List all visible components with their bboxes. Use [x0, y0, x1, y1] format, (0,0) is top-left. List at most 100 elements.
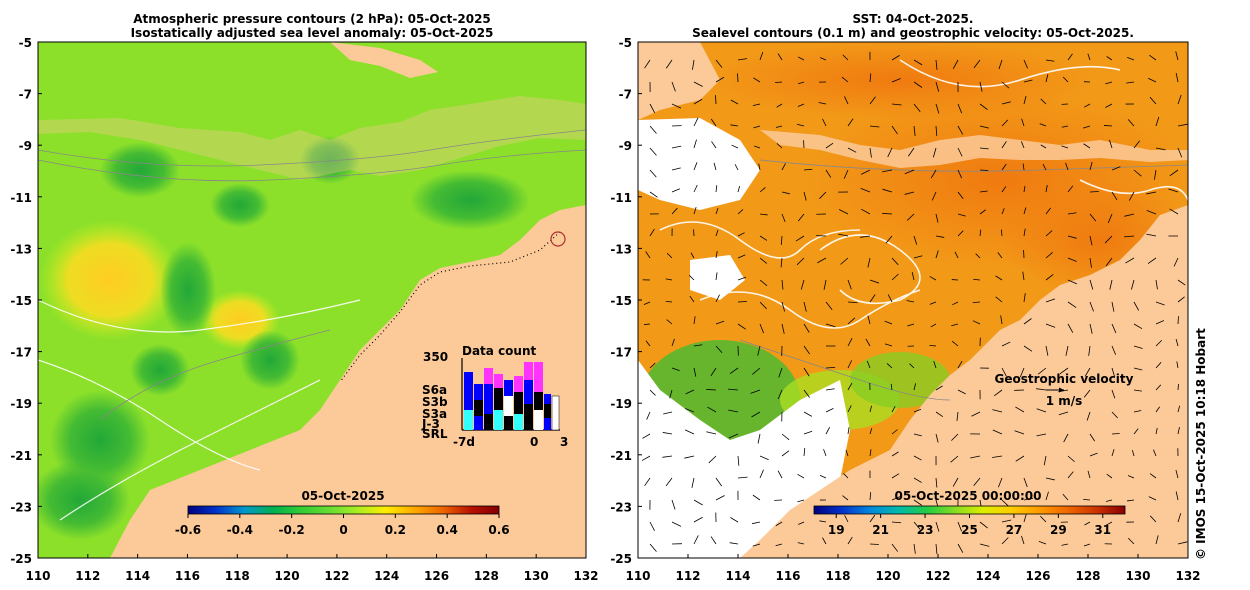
velocity-arrow: [715, 229, 719, 237]
velocity-arrow: [860, 169, 871, 175]
velocity-arrow: [825, 366, 836, 369]
velocity-arrow: [1001, 341, 1011, 347]
velocity-arrow: [1168, 188, 1179, 193]
velocity-arrow: [913, 103, 921, 112]
velocity-arrow: [957, 191, 964, 200]
lon-tick-label: 116: [175, 569, 200, 583]
inset-bar: [544, 404, 551, 418]
velocity-arrow: [935, 81, 940, 92]
velocity-arrow: [1023, 95, 1027, 105]
velocity-arrow: [759, 257, 768, 264]
velocity-arrow: [671, 207, 678, 215]
velocity-arrow: [1149, 96, 1157, 105]
velocity-arrow: [838, 209, 849, 215]
inset-bar: [464, 372, 473, 430]
velocity-arrow: [913, 433, 922, 437]
velocity-arrow: [913, 59, 923, 66]
velocity-arrow: [752, 367, 761, 375]
right-title-line2: Sealevel contours (0.1 m) and geostrophi…: [692, 26, 1134, 40]
velocity-arrow: [931, 191, 937, 201]
velocity-arrow: [825, 408, 834, 413]
velocity-arrow: [1127, 119, 1135, 127]
velocity-arrow: [1062, 493, 1069, 501]
velocity-arrow: [973, 59, 981, 69]
pressure-contours: [38, 299, 361, 521]
lat-tick-label: -13: [610, 242, 632, 256]
lon-tick-label: 122: [324, 569, 349, 583]
velocity-arrow: [1111, 449, 1115, 457]
velocity-arrow: [1177, 405, 1181, 413]
velocity-arrow: [693, 344, 703, 347]
velocity-arrow: [995, 275, 1003, 281]
velocity-arrow: [952, 301, 959, 306]
velocity-arrow: [1111, 345, 1117, 355]
velocity-arrow: [693, 535, 699, 545]
lon-tick-label: 120: [275, 569, 300, 583]
velocity-arrow: [1045, 477, 1055, 481]
colorbar-tick-label: 27: [1006, 523, 1023, 537]
velocity-arrow: [979, 81, 983, 92]
velocity-arrow: [957, 147, 963, 157]
velocity-arrow: [891, 257, 899, 266]
velocity-arrow: [1177, 513, 1182, 523]
velocity-arrow: [1111, 301, 1115, 312]
velocity-arrow: [798, 521, 805, 525]
velocity-arrow: [891, 406, 896, 413]
bathymetry-contours: [38, 129, 586, 421]
inset-title: Data count: [462, 344, 537, 358]
velocity-arrow: [1155, 301, 1165, 306]
velocity-arrow: [729, 542, 739, 545]
velocity-arrow: [1001, 499, 1010, 508]
velocity-arrow: [1062, 76, 1069, 83]
velocity-arrow: [1133, 345, 1143, 349]
inset-x-label: 3: [560, 435, 568, 449]
lat-tick-label: -21: [10, 449, 32, 463]
velocity-arrow: [693, 98, 703, 105]
velocity-arrow: [666, 319, 673, 325]
lat-tick-label: -13: [10, 242, 32, 256]
velocity-arrow: [730, 517, 739, 523]
velocity-arrow: [992, 409, 1003, 413]
velocity-arrow: [906, 300, 915, 303]
velocity-arrow: [1001, 81, 1010, 89]
velocity-arrow: [1040, 515, 1047, 523]
velocity-arrow: [649, 389, 656, 396]
velocity-arrow: [935, 103, 940, 114]
velocity-arrow: [1128, 191, 1135, 201]
velocity-arrow: [1133, 428, 1139, 435]
velocity-arrow: [1083, 389, 1091, 398]
velocity-arrow: [643, 323, 651, 325]
velocity-arrow: [759, 51, 764, 61]
velocity-arrow: [979, 147, 989, 150]
velocity-arrow: [1133, 301, 1140, 311]
velocity-arrow: [1001, 119, 1009, 127]
velocity-arrow: [1036, 433, 1047, 437]
velocity-arrow: [998, 477, 1003, 488]
velocity-arrow: [781, 450, 790, 457]
velocity-arrow: [860, 235, 871, 238]
velocity-arrow: [1000, 315, 1003, 325]
velocity-arrow: [911, 272, 915, 281]
velocity-arrow: [845, 450, 849, 457]
velocity-arrow: [759, 235, 768, 241]
velocity-arrow: [710, 118, 717, 127]
inset-bar: [494, 388, 503, 410]
velocity-legend-title: Geostrophic velocity: [995, 372, 1134, 386]
lon-tick-label: 130: [1125, 569, 1150, 583]
left-axes: 110 112 114 116 118 120 122 124 126 128 130 132 -5 -7…: [10, 36, 598, 583]
velocity-arrow: [1067, 257, 1077, 262]
lat-tick-label: -11: [610, 191, 632, 205]
inset-mission-label: S3a: [422, 407, 447, 421]
velocity-legend-arrowhead: [1059, 387, 1064, 393]
velocity-arrow: [929, 344, 937, 347]
velocity-arrow: [671, 499, 676, 510]
velocity-arrow: [1023, 228, 1026, 237]
velocity-arrow: [1045, 230, 1053, 237]
velocity-arrow: [737, 455, 740, 466]
velocity-arrow: [715, 59, 723, 68]
velocity-arrow: [693, 499, 703, 506]
velocity-arrow: [992, 429, 1003, 435]
velocity-arrow: [707, 406, 717, 413]
velocity-arrow: [1022, 271, 1025, 281]
